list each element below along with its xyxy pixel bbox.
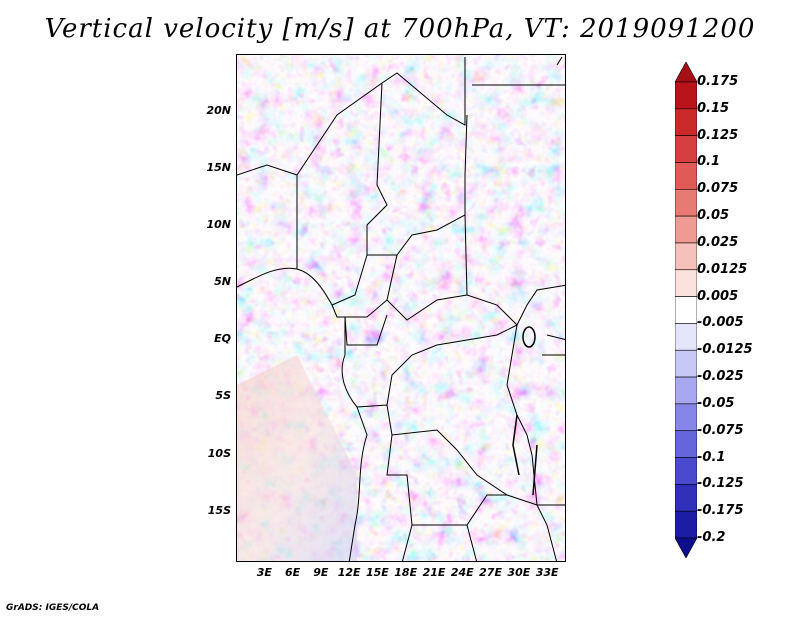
colorbar-label: 0.0125 [697, 261, 748, 277]
colorbar-swatch [675, 188, 697, 217]
colorbar-swatch [675, 349, 697, 378]
colorbar-label: 0.15 [697, 100, 730, 116]
lon-tick-label: 21E [422, 566, 446, 579]
colorbar-label: -0.005 [697, 315, 744, 331]
colorbar-swatch [675, 215, 697, 244]
colorbar-bottom-arrow [675, 537, 697, 558]
colorbar-label: 0.175 [697, 74, 739, 89]
colorbar-swatch [675, 510, 697, 539]
colorbar-label: -0.0125 [697, 342, 753, 358]
lat-tick-label: 10N [206, 218, 231, 232]
lat-tick-label: EQ [214, 332, 231, 346]
lakes [512, 326, 538, 496]
colorbar-swatch [675, 81, 697, 110]
colorbar-label: 0.005 [697, 288, 739, 304]
colorbar-swatch [675, 403, 697, 432]
colorbar-label: -0.2 [697, 530, 726, 545]
lon-tick-label: 6E [284, 566, 301, 579]
colorbar-label: 0.125 [697, 127, 739, 143]
colorbar-swatch [675, 430, 697, 458]
lon-tick-label: 3E [256, 566, 272, 579]
lat-tick-label: 5N [214, 275, 231, 289]
colorbar-label: -0.05 [697, 395, 735, 411]
lon-tick-label: 24E [450, 566, 474, 579]
colorbar-label: -0.175 [697, 503, 744, 519]
lon-tick-label: 33E [535, 566, 559, 579]
lon-tick-label: 9E [313, 566, 329, 579]
colorbar [675, 62, 697, 558]
colorbar-label: 0.05 [697, 208, 730, 224]
grads-credit: GrADS: IGES/COLA [6, 603, 100, 613]
lat-tick-label: 20N [206, 104, 231, 118]
colorbar-swatch [675, 376, 697, 405]
colorbar-swatch [675, 162, 697, 190]
colorbar-label: -0.075 [697, 422, 744, 438]
country-borders [237, 56, 565, 561]
lat-tick-label: 15N [206, 161, 231, 175]
lon-tick-label: 18E [394, 566, 418, 579]
lat-tick-label: 10S [207, 446, 231, 460]
lon-tick-label: 15E [366, 566, 389, 579]
colorbar-top-arrow [675, 62, 697, 83]
colorbar-swatch [675, 269, 697, 297]
colorbar-label: 0.025 [697, 234, 739, 250]
colorbar-label: -0.125 [697, 476, 744, 492]
colorbar-swatch [675, 296, 697, 324]
colorbar-swatch [675, 108, 697, 136]
lon-tick-label: 27E [479, 566, 502, 579]
colorbar-swatch [675, 457, 697, 485]
map-title: Vertical velocity [m/s] at 700hPa, VT: 2… [44, 14, 756, 44]
lat-tick-label: 15S [207, 503, 231, 517]
colorbar-swatch [675, 242, 697, 271]
colorbar-swatch [675, 323, 697, 351]
colorbar-swatch [675, 484, 697, 512]
lat-tick-label: 5S [215, 389, 231, 403]
colorbar-label: -0.025 [697, 369, 744, 385]
colorbar-label: -0.1 [697, 449, 726, 465]
colorbar-swatch [675, 135, 697, 163]
lon-tick-label: 30E [507, 566, 531, 579]
ocean-streak-area [237, 355, 357, 561]
colorbar-label: 0.075 [697, 181, 739, 197]
lon-tick-label: 12E [337, 566, 361, 579]
colorbar-label: 0.1 [697, 154, 721, 170]
map-panel [236, 54, 566, 562]
velocity-field-map [237, 55, 565, 561]
